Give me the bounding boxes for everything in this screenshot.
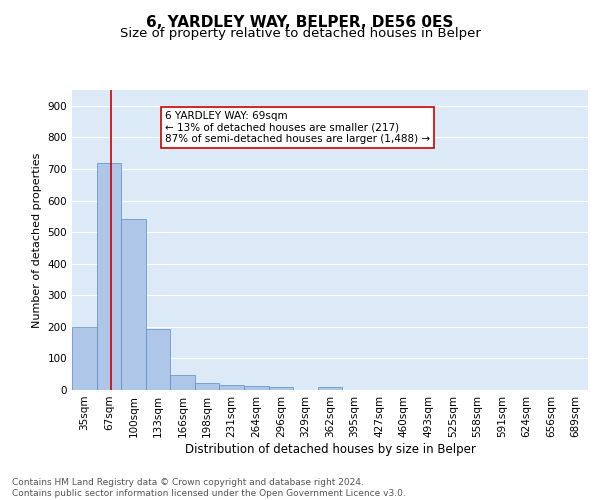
Text: Contains HM Land Registry data © Crown copyright and database right 2024.
Contai: Contains HM Land Registry data © Crown c… — [12, 478, 406, 498]
Bar — [170, 375, 195, 390]
Bar — [97, 162, 121, 390]
Text: 6 YARDLEY WAY: 69sqm
← 13% of detached houses are smaller (217)
87% of semi-deta: 6 YARDLEY WAY: 69sqm ← 13% of detached h… — [165, 111, 430, 144]
Bar — [72, 327, 97, 390]
Bar — [146, 330, 170, 390]
Bar — [318, 387, 342, 390]
Bar — [244, 386, 269, 390]
X-axis label: Distribution of detached houses by size in Belper: Distribution of detached houses by size … — [185, 442, 475, 456]
Text: Size of property relative to detached houses in Belper: Size of property relative to detached ho… — [119, 28, 481, 40]
Text: 6, YARDLEY WAY, BELPER, DE56 0ES: 6, YARDLEY WAY, BELPER, DE56 0ES — [146, 15, 454, 30]
Bar — [195, 383, 220, 390]
Bar — [269, 387, 293, 390]
Bar — [220, 385, 244, 390]
Y-axis label: Number of detached properties: Number of detached properties — [32, 152, 42, 328]
Bar — [121, 220, 146, 390]
